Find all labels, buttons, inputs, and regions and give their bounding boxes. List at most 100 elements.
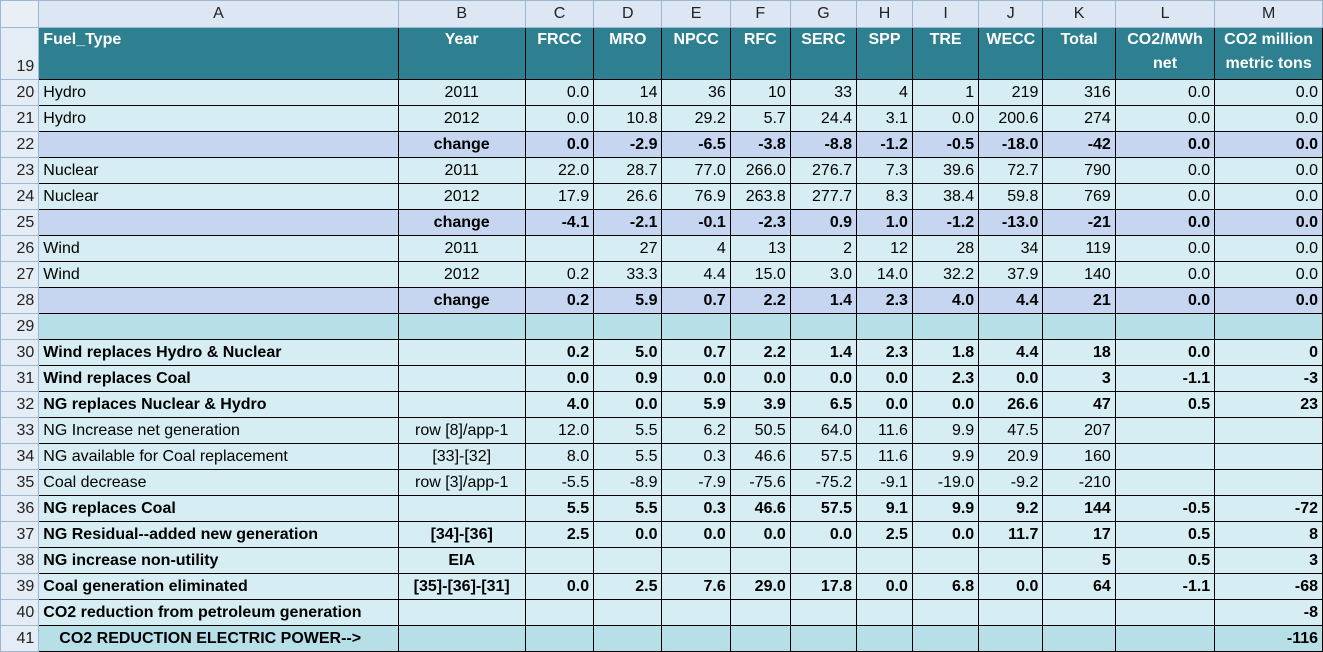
- cell[interactable]: 8: [1214, 521, 1323, 548]
- header-cell[interactable]: NPCC: [661, 27, 731, 80]
- cell[interactable]: 11.7: [978, 521, 1044, 548]
- cell[interactable]: -18.0: [978, 131, 1044, 158]
- cell[interactable]: 0.0: [978, 573, 1044, 600]
- cell[interactable]: 6.2: [661, 417, 731, 444]
- cell[interactable]: 38.4: [911, 183, 980, 210]
- column-header-a[interactable]: A: [38, 0, 399, 28]
- cell[interactable]: [38, 313, 399, 340]
- cell[interactable]: 34: [978, 235, 1044, 262]
- row-header[interactable]: 37: [0, 521, 40, 548]
- cell[interactable]: 0.0: [978, 365, 1044, 392]
- row-header[interactable]: 19: [0, 27, 40, 80]
- cell[interactable]: 144: [1042, 495, 1116, 522]
- cell[interactable]: -13.0: [978, 209, 1044, 236]
- cell[interactable]: 316: [1042, 79, 1116, 106]
- cell[interactable]: 0.0: [1214, 235, 1323, 262]
- cell[interactable]: [1114, 313, 1216, 340]
- cell[interactable]: -0.5: [911, 131, 980, 158]
- cell[interactable]: [978, 599, 1044, 626]
- cell[interactable]: change: [397, 287, 526, 314]
- cell[interactable]: -75.2: [789, 469, 858, 496]
- cell[interactable]: 2011: [397, 157, 526, 184]
- cell[interactable]: 4.4: [978, 287, 1044, 314]
- cell[interactable]: -2.9: [593, 131, 663, 158]
- cell[interactable]: Nuclear: [38, 183, 399, 210]
- cell[interactable]: 8.3: [856, 183, 913, 210]
- cell[interactable]: 14: [593, 79, 663, 106]
- cell[interactable]: 5.0: [593, 339, 663, 366]
- cell[interactable]: [1214, 443, 1323, 470]
- column-header-m[interactable]: M: [1214, 0, 1323, 28]
- row-header[interactable]: 21: [0, 105, 40, 132]
- header-cell[interactable]: FRCC: [524, 27, 595, 80]
- cell[interactable]: 24.4: [789, 105, 858, 132]
- cell[interactable]: 1.0: [856, 209, 913, 236]
- cell[interactable]: 5.7: [729, 105, 791, 132]
- cell[interactable]: [1042, 313, 1116, 340]
- cell[interactable]: [1214, 417, 1323, 444]
- cell[interactable]: 0.0: [1214, 183, 1323, 210]
- cell[interactable]: 0.0: [1214, 209, 1323, 236]
- cell[interactable]: 2012: [397, 183, 526, 210]
- cell[interactable]: [524, 313, 595, 340]
- cell[interactable]: 33: [789, 79, 858, 106]
- header-cell[interactable]: Fuel_Type: [38, 27, 399, 80]
- cell[interactable]: 2.5: [524, 521, 595, 548]
- cell[interactable]: 21: [1042, 287, 1116, 314]
- cell[interactable]: 0.9: [789, 209, 858, 236]
- cell[interactable]: 0.0: [593, 521, 663, 548]
- cell[interactable]: 2012: [397, 105, 526, 132]
- cell[interactable]: [524, 547, 595, 574]
- cell[interactable]: 0.0: [1214, 287, 1323, 314]
- cell[interactable]: 1.4: [789, 339, 858, 366]
- cell[interactable]: 9.2: [978, 495, 1044, 522]
- cell[interactable]: 8.0: [524, 443, 595, 470]
- cell[interactable]: 119: [1042, 235, 1116, 262]
- cell[interactable]: -2.1: [593, 209, 663, 236]
- cell[interactable]: Wind: [38, 235, 399, 262]
- row-header[interactable]: 24: [0, 183, 40, 210]
- column-header-l[interactable]: L: [1114, 0, 1216, 28]
- cell[interactable]: 0.0: [1214, 79, 1323, 106]
- header-cell[interactable]: WECC: [978, 27, 1044, 80]
- cell[interactable]: -7.9: [661, 469, 731, 496]
- row-header[interactable]: 22: [0, 131, 40, 158]
- cell[interactable]: 2.3: [911, 365, 980, 392]
- cell[interactable]: [856, 599, 913, 626]
- cell[interactable]: 276.7: [789, 157, 858, 184]
- cell[interactable]: [35]-[36]-[31]: [397, 573, 526, 600]
- cell[interactable]: Hydro: [38, 105, 399, 132]
- cell[interactable]: 0.0: [1114, 79, 1216, 106]
- cell[interactable]: 3.0: [789, 261, 858, 288]
- cell[interactable]: 0: [1214, 339, 1323, 366]
- cell[interactable]: 18: [1042, 339, 1116, 366]
- cell[interactable]: 790: [1042, 157, 1116, 184]
- cell[interactable]: 17: [1042, 521, 1116, 548]
- cell[interactable]: 29.2: [661, 105, 731, 132]
- cell[interactable]: 1: [911, 79, 980, 106]
- cell[interactable]: 33.3: [593, 261, 663, 288]
- cell[interactable]: NG replaces Nuclear & Hydro: [38, 391, 399, 418]
- cell[interactable]: 0.9: [593, 365, 663, 392]
- column-header-e[interactable]: E: [661, 0, 731, 28]
- column-header-c[interactable]: C: [524, 0, 595, 28]
- cell[interactable]: 10: [729, 79, 791, 106]
- cell[interactable]: [1114, 599, 1216, 626]
- header-cell[interactable]: SPP: [856, 27, 913, 80]
- cell[interactable]: [1042, 625, 1116, 652]
- cell[interactable]: -42: [1042, 131, 1116, 158]
- cell[interactable]: 0.2: [524, 261, 595, 288]
- cell[interactable]: Coal generation eliminated: [38, 573, 399, 600]
- cell[interactable]: 0.0: [524, 131, 595, 158]
- cell[interactable]: [978, 625, 1044, 652]
- cell[interactable]: -21: [1042, 209, 1116, 236]
- row-header[interactable]: 38: [0, 547, 40, 574]
- cell[interactable]: 0.0: [729, 521, 791, 548]
- cell[interactable]: [593, 625, 663, 652]
- cell[interactable]: [593, 313, 663, 340]
- header-cell[interactable]: RFC: [729, 27, 791, 80]
- row-header[interactable]: 30: [0, 339, 40, 366]
- cell[interactable]: [911, 599, 980, 626]
- cell[interactable]: 59.8: [978, 183, 1044, 210]
- cell[interactable]: 0.2: [524, 287, 595, 314]
